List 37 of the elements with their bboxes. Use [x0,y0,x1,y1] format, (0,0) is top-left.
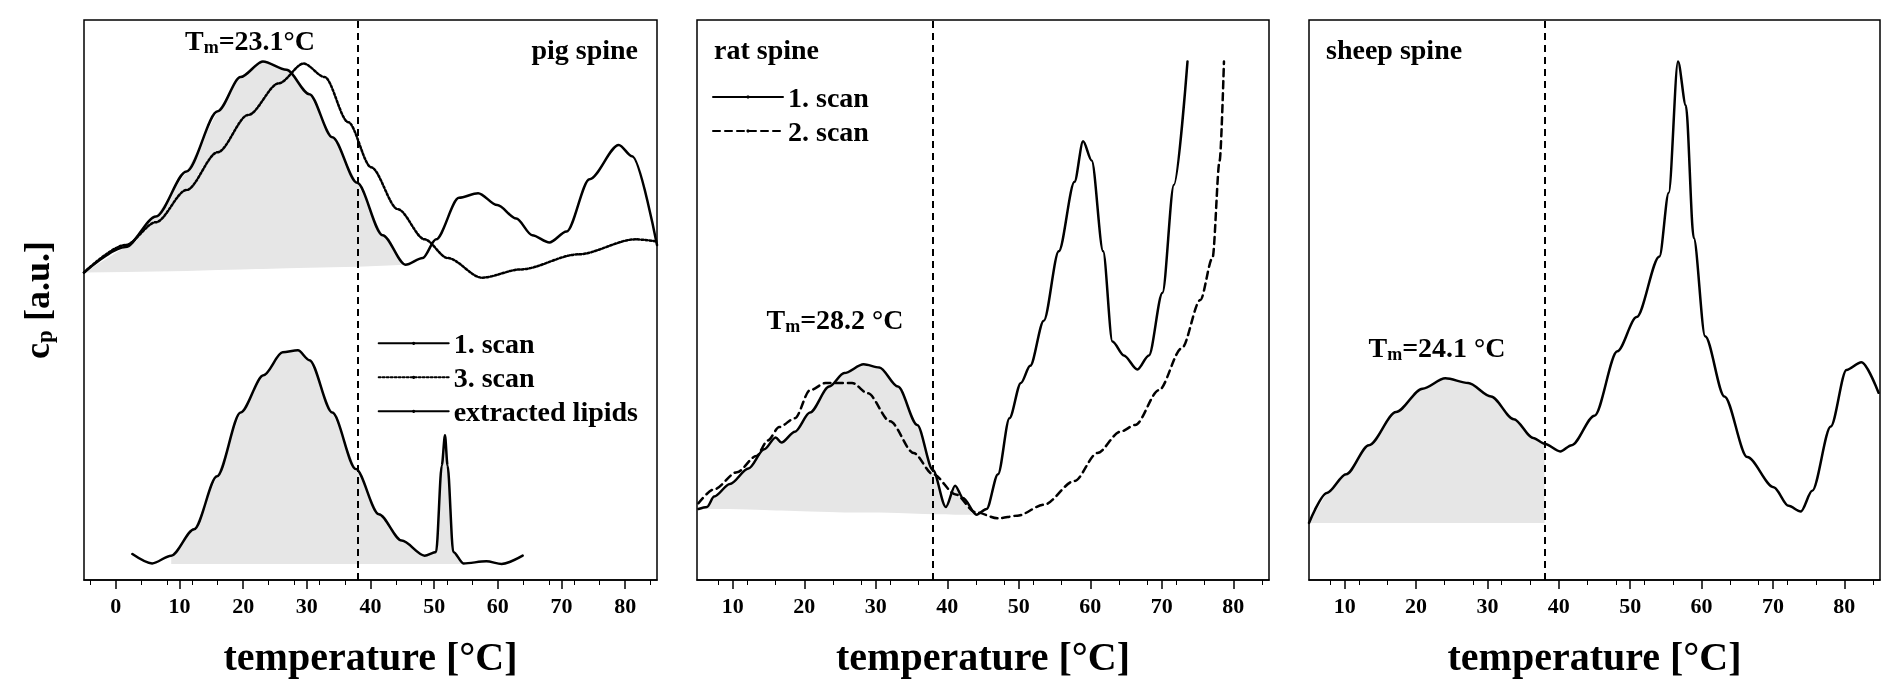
x-tick-label: 80 [614,592,637,618]
legend-label: 1. scan [453,327,536,359]
x-axis-title: temperature [°C] [1447,633,1742,679]
x-tick-label: 20 [1405,592,1428,618]
x-tick-label: 40 [936,592,959,618]
legend-label: 2. scan [788,115,870,147]
x-tick-label: 30 [295,592,318,618]
x-tick-label: 70 [1761,592,1784,618]
x-tick-label: 60 [1079,592,1102,618]
x-tick-label: 10 [168,592,191,618]
x-tick-label: 50 [1619,592,1642,618]
x-tick-label: 20 [793,592,816,618]
x-tick-label: 80 [1833,592,1856,618]
x-tick-label: 10 [1333,592,1356,618]
x-tick-label: 60 [1690,592,1713,618]
x-tick-label: 30 [1476,592,1499,618]
chart-title: rat spine [714,33,819,65]
x-tick-label: 70 [1150,592,1173,618]
x-tick-label: 50 [1007,592,1030,618]
chart-title: pig spine [531,33,639,65]
legend-label: extracted lipids [453,395,639,427]
x-tick-label: 20 [232,592,255,618]
x-tick-label: 40 [1547,592,1570,618]
x-tick-label: 50 [423,592,446,618]
x-tick-label: 30 [864,592,887,618]
x-axis-title: temperature [°C] [835,633,1131,679]
x-tick-label: 60 [486,592,509,618]
x-tick-label: 40 [359,592,382,618]
x-tick-label: 70 [550,592,573,618]
x-tick-label: 10 [721,592,744,618]
x-axis-title: temperature [°C] [223,633,518,679]
x-tick-label: 80 [1222,592,1245,618]
x-tick-label: 0 [110,592,122,618]
y-axis-title: cp [a.u.] [16,241,57,359]
chart-title: sheep spine [1326,33,1463,65]
legend-label: 3. scan [453,361,536,393]
legend-label: 1. scan [788,81,870,113]
